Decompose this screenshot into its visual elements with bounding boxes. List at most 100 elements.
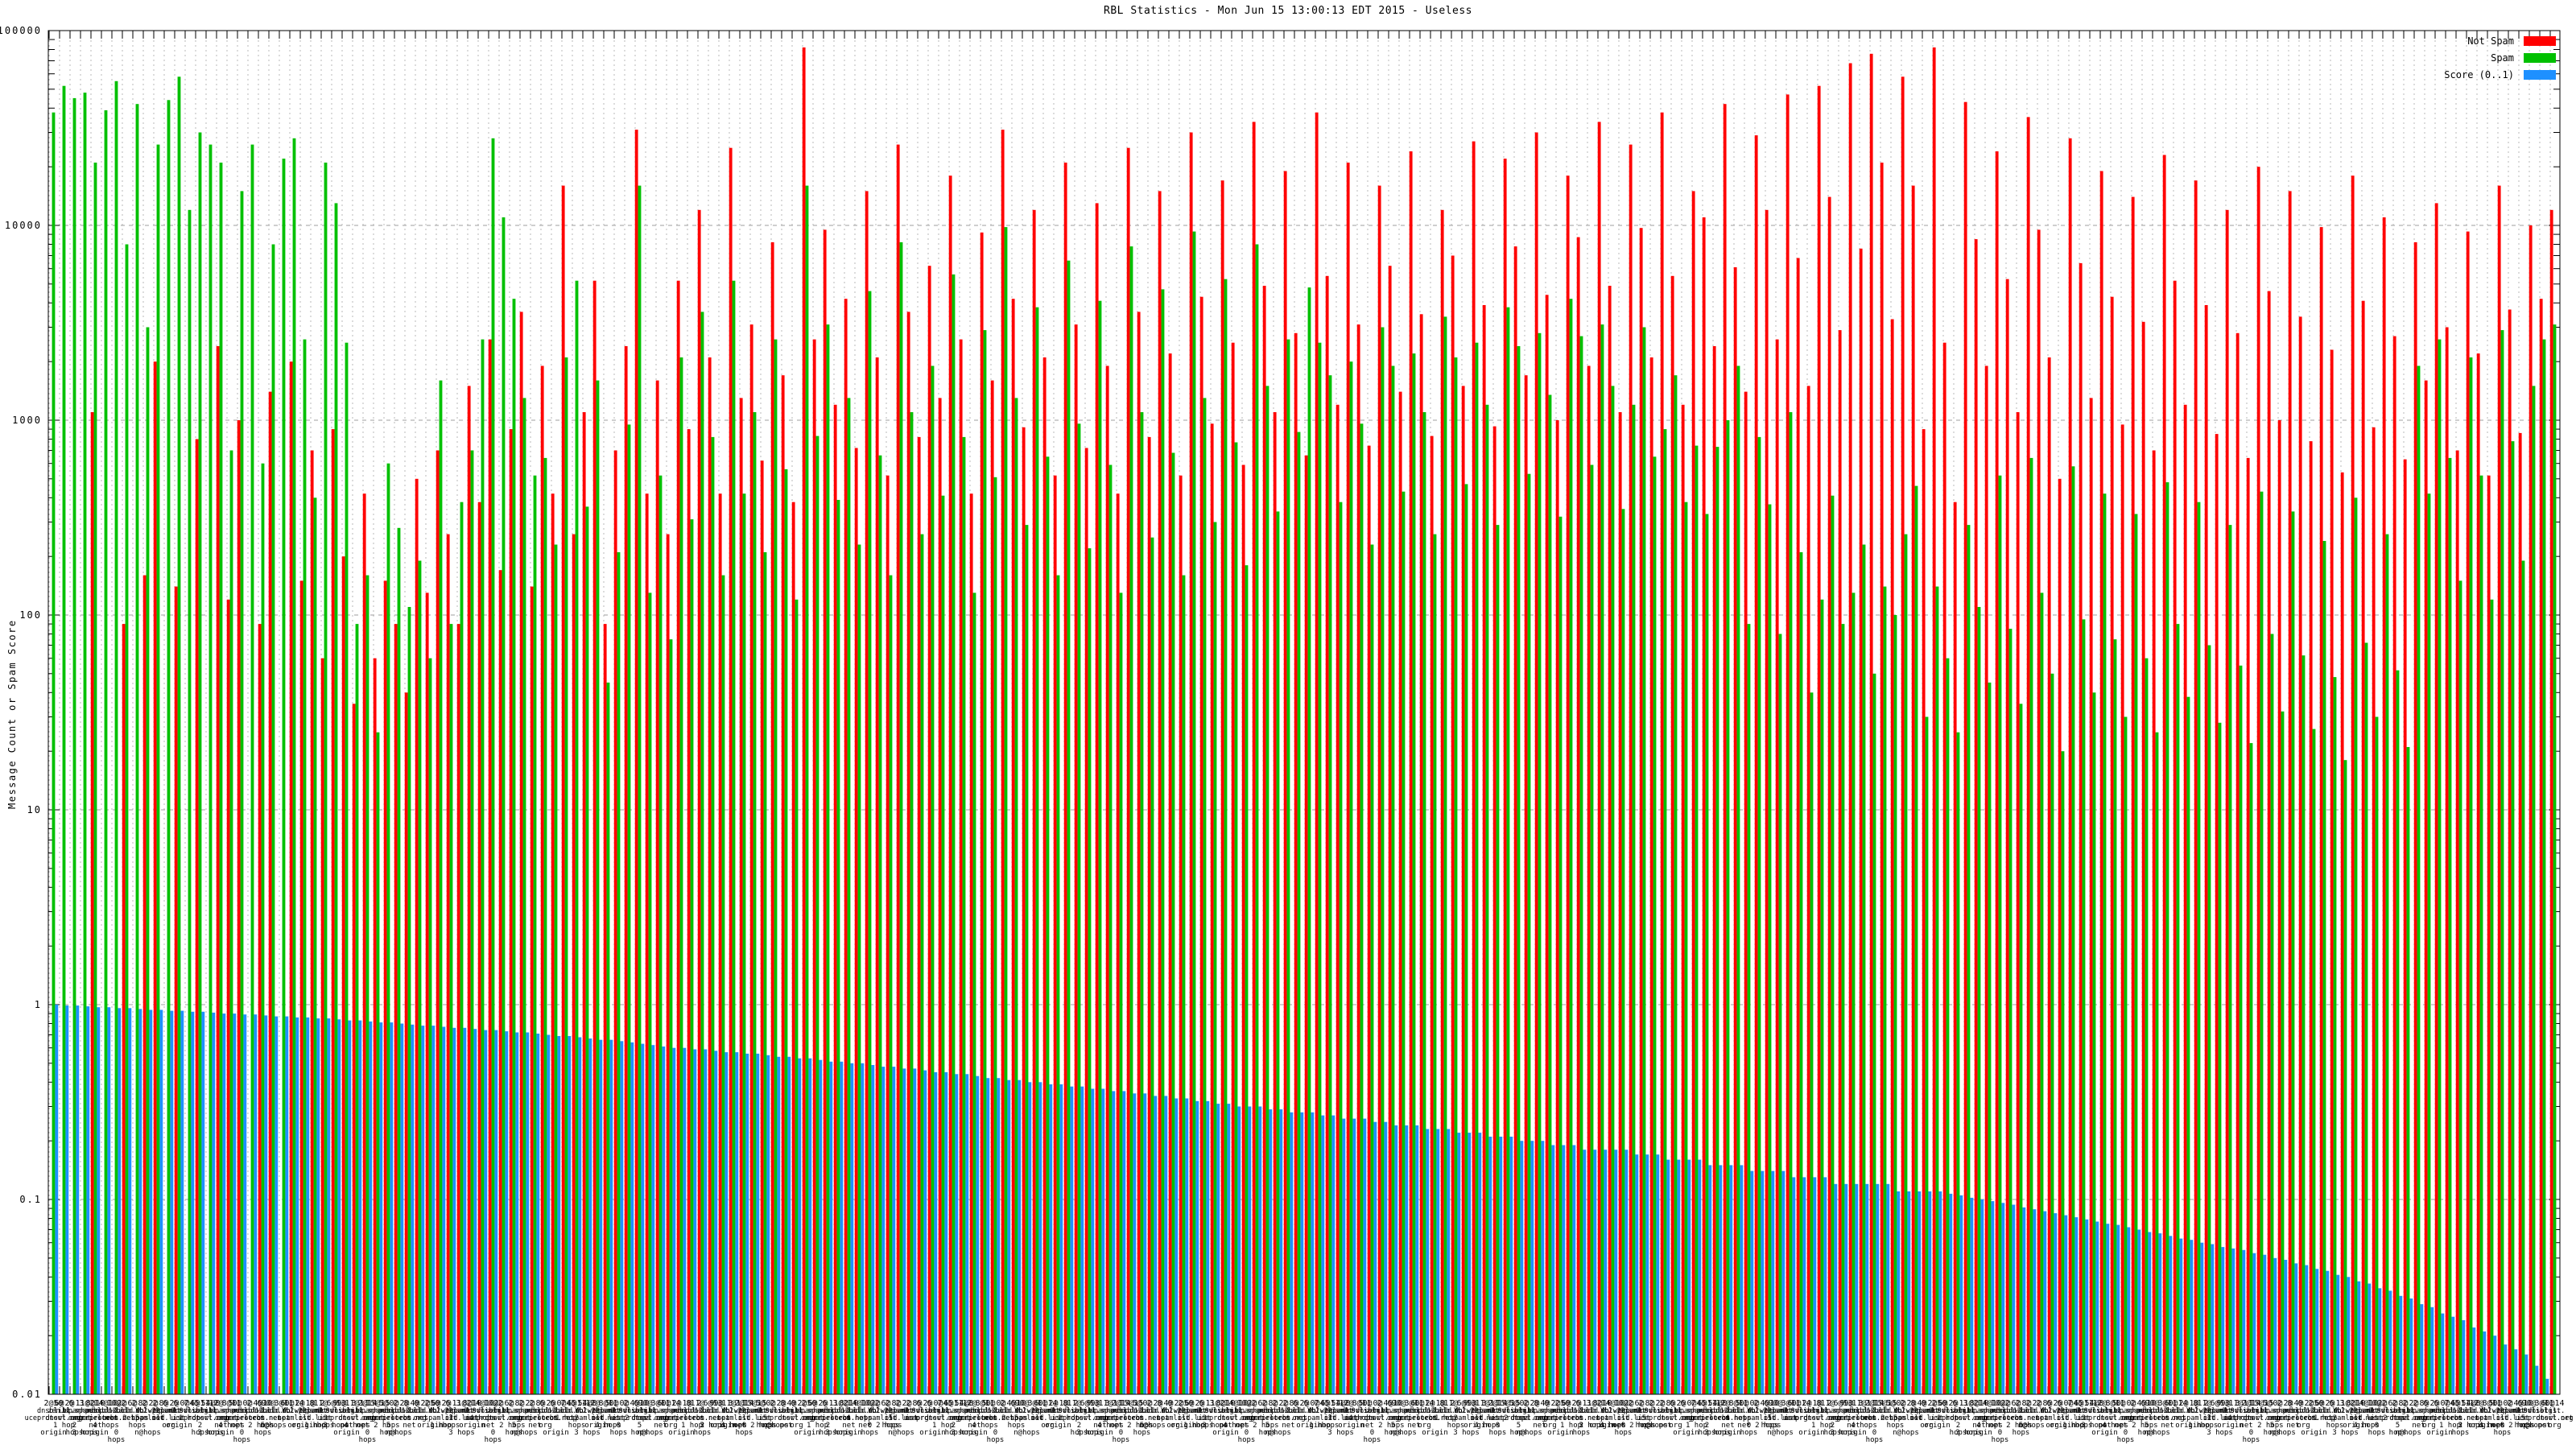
not-spam-bar xyxy=(896,144,900,1395)
x-tick-label: 4 hops xyxy=(1976,1422,2003,1430)
score-bar xyxy=(1938,1191,1942,1394)
x-tick-label: iadb.Y.2.12 xyxy=(554,1407,599,1415)
x-tick-label: 6@13 xyxy=(1080,1399,1099,1408)
not-spam-bar xyxy=(2005,279,2009,1395)
not-spam-bar xyxy=(1158,191,1162,1394)
score-bar xyxy=(1823,1177,1827,1394)
score-bar xyxy=(379,1022,383,1394)
spam-bar xyxy=(1977,607,1981,1394)
spam-bar xyxy=(617,552,621,1394)
x-tick-label: dnswl.org xyxy=(1803,1414,1840,1422)
x-tick-label: net xyxy=(654,1422,667,1430)
not-spam-bar xyxy=(739,398,743,1394)
x-tick-label: 6@11 xyxy=(190,1399,209,1408)
score-bar xyxy=(766,1055,770,1394)
x-tick-label: 12.old.Y. xyxy=(254,1407,291,1415)
not-spam-bar xyxy=(1137,312,1141,1394)
x-tick-label: 12.old.Y. xyxy=(2452,1407,2489,1415)
x-tick-label: 12@ 5 xyxy=(962,1399,986,1408)
x-tick-label: 1 hop xyxy=(2188,1422,2210,1430)
not-spam-bar xyxy=(216,346,220,1394)
x-tick-label: list. xyxy=(2105,1407,2126,1415)
x-tick-label: origin xyxy=(2175,1422,2202,1430)
score-bar xyxy=(913,1068,917,1394)
not-spam-bar xyxy=(1440,209,1444,1394)
score-bar xyxy=(599,1039,603,1394)
x-tick-label: 1@ 2 xyxy=(1435,1399,1455,1408)
x-tick-label: dnsbl-2. xyxy=(382,1407,415,1415)
not-spam-bar xyxy=(1744,391,1748,1395)
x-tick-label: dnswl.org xyxy=(1782,1407,1819,1415)
x-tick-label: sbl-2. xyxy=(2333,1407,2358,1415)
x-tick-label: origin xyxy=(2217,1422,2244,1430)
x-tick-label: net 2 hops xyxy=(1360,1422,1404,1430)
x-tick-label: hops xyxy=(631,1429,649,1437)
spam-bar xyxy=(983,330,987,1395)
x-tick-label: dnsbl-1. xyxy=(2235,1407,2268,1415)
score-bar xyxy=(2378,1288,2382,1394)
score-bar xyxy=(1059,1084,1063,1394)
x-tick-label: org xyxy=(1166,1422,1179,1430)
score-bar xyxy=(1007,1080,1011,1394)
x-tick-label: dnsbl-2. xyxy=(675,1407,708,1415)
x-tick-label: org xyxy=(1680,1414,1692,1422)
spam-bar xyxy=(721,575,725,1394)
x-tick-label: zen.spamhaus. xyxy=(1659,1407,1713,1415)
x-tick-label: dnswl.org xyxy=(1510,1414,1547,1422)
x-tick-label: 2@50 xyxy=(2304,1399,2323,1408)
x-tick-label: 12.old.Y. xyxy=(694,1407,731,1415)
x-tick-label: sbl-2. xyxy=(575,1407,600,1415)
x-tick-label: 0@14 xyxy=(2168,1399,2187,1408)
x-tick-label: 8@11 xyxy=(1728,1399,1748,1408)
not-spam-bar xyxy=(1147,436,1151,1394)
x-tick-label: 1 hop xyxy=(807,1422,828,1430)
x-tick-label: org xyxy=(790,1422,803,1430)
x-tick-label: 90@ 6 xyxy=(261,1399,285,1408)
x-tick-label: old.list xyxy=(1764,1414,1797,1422)
x-tick-label: 3 hops xyxy=(2207,1429,2233,1437)
not-spam-bar xyxy=(655,380,659,1395)
y-tick-label: 100 xyxy=(19,609,42,621)
not-spam-bar xyxy=(1932,47,1936,1394)
x-tick-label: spam2.0.list xyxy=(2352,1407,2401,1415)
spam-bar xyxy=(1307,287,1311,1395)
x-tick-label: 14@10 xyxy=(1977,1399,2001,1408)
x-tick-label: dnswl.org xyxy=(2096,1414,2133,1422)
x-tick-label: net xyxy=(2130,1414,2142,1422)
not-spam-bar xyxy=(1974,239,1978,1395)
x-tick-label: 10@2 xyxy=(1236,1399,1256,1408)
x-tick-label: origin xyxy=(1170,1422,1197,1430)
x-tick-label: 1 hop xyxy=(2062,1422,2084,1430)
x-tick-label: surriel.com xyxy=(219,1414,264,1422)
x-tick-label: spamlist xyxy=(1889,1414,1922,1422)
not-spam-bar xyxy=(488,339,492,1395)
not-spam-bar xyxy=(634,130,638,1395)
x-tick-label: uceprotect.net xyxy=(77,1414,135,1422)
spam-bar xyxy=(1705,514,1709,1394)
x-tick-label: hops xyxy=(1866,1436,1884,1444)
not-spam-bar xyxy=(1681,404,1685,1394)
x-tick-label: 12.old.Y. xyxy=(1719,1407,1757,1415)
x-tick-label: net xyxy=(214,1422,227,1430)
x-tick-label: net xyxy=(958,1414,970,1422)
spam-bar xyxy=(1014,398,1018,1394)
spam-bar xyxy=(1558,516,1563,1394)
spam-bar xyxy=(1548,394,1552,1394)
x-tick-label: hops xyxy=(1113,1436,1130,1444)
score-bar xyxy=(1143,1093,1147,1394)
x-tick-label: hops xyxy=(819,1429,837,1437)
x-tick-label: 4@ 2 xyxy=(410,1399,429,1408)
spam-bar xyxy=(1684,502,1688,1395)
x-tick-label: hops xyxy=(2326,1422,2344,1430)
x-tick-label: 14@10 xyxy=(1600,1399,1624,1408)
x-tick-label: origin xyxy=(82,1429,109,1437)
spam-bar xyxy=(1161,289,1165,1394)
legend-row-spam: Spam xyxy=(2444,52,2556,64)
x-tick-label: iadb.Y.2.12 xyxy=(2165,1407,2211,1415)
spam-bar xyxy=(1140,412,1144,1394)
not-spam-bar xyxy=(1869,53,1873,1394)
x-tick-label: list. xyxy=(1080,1407,1100,1415)
score-bar xyxy=(2242,1249,2246,1394)
score-bar xyxy=(651,1045,655,1394)
x-tick-label: 8@10 xyxy=(85,1399,105,1408)
